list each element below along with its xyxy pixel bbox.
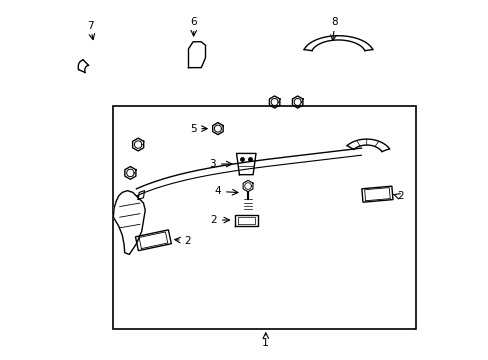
Text: 3: 3 — [209, 159, 216, 169]
Polygon shape — [304, 36, 372, 51]
Polygon shape — [236, 153, 256, 175]
Text: 2: 2 — [184, 236, 191, 246]
Text: 2: 2 — [396, 191, 403, 201]
Text: 8: 8 — [331, 17, 338, 27]
Polygon shape — [135, 230, 171, 251]
Text: 4: 4 — [214, 186, 221, 196]
Polygon shape — [346, 139, 389, 152]
Text: 5: 5 — [189, 123, 196, 134]
Polygon shape — [113, 191, 145, 255]
Polygon shape — [78, 60, 88, 72]
Polygon shape — [188, 42, 205, 68]
Text: 1: 1 — [262, 338, 269, 348]
Text: 6: 6 — [190, 17, 197, 27]
Text: 2: 2 — [210, 215, 217, 225]
Bar — [113, 105, 416, 329]
Text: 7: 7 — [87, 21, 93, 31]
Polygon shape — [361, 186, 392, 202]
Polygon shape — [234, 215, 257, 226]
